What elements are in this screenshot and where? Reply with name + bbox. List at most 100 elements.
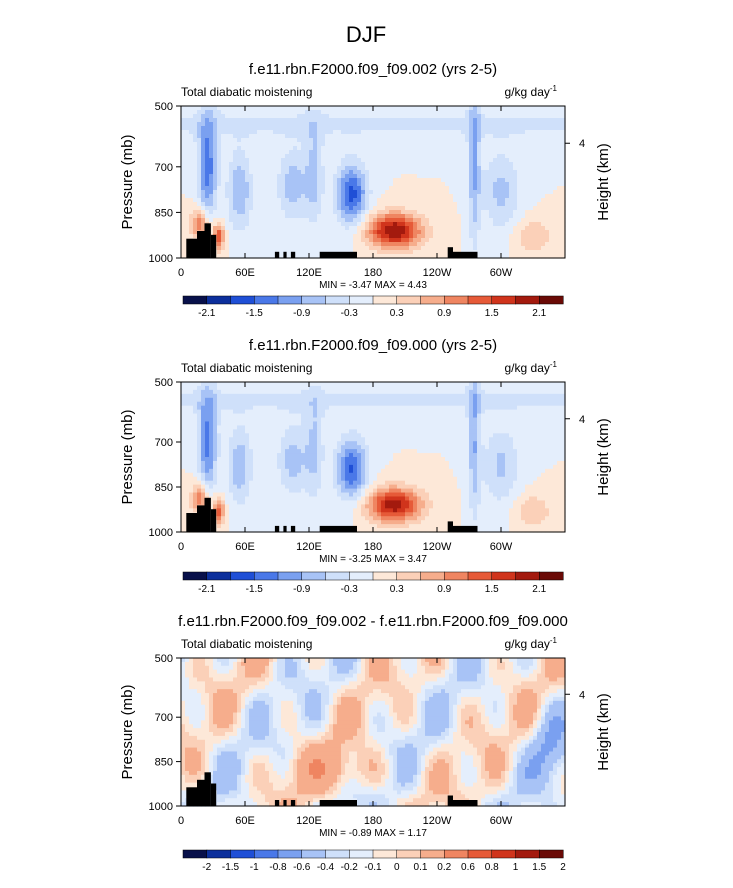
- heatmap-cell: [561, 126, 566, 131]
- heatmap-cell: [201, 170, 206, 175]
- heatmap-cell: [533, 178, 538, 183]
- heatmap-cell: [445, 250, 450, 255]
- heatmap-cell: [317, 118, 322, 123]
- heatmap-cell: [473, 202, 478, 207]
- heatmap-cell: [445, 134, 450, 139]
- heatmap-cell: [461, 146, 466, 151]
- heatmap-cell: [493, 110, 498, 115]
- heatmap-cell: [489, 254, 494, 259]
- heatmap-cell: [225, 130, 230, 135]
- heatmap-cell: [473, 174, 478, 179]
- heatmap-cell: [393, 234, 398, 239]
- heatmap-cell: [281, 441, 286, 446]
- heatmap-cell: [545, 130, 550, 135]
- heatmap-cell: [345, 146, 350, 151]
- heatmap-cell: [285, 425, 290, 430]
- heatmap-cell: [185, 464, 190, 470]
- heatmap-cell: [189, 234, 194, 239]
- heatmap-cell: [429, 110, 434, 115]
- heatmap-cell: [245, 250, 250, 255]
- heatmap-cell: [265, 166, 270, 171]
- heatmap-cell: [549, 226, 554, 231]
- heatmap-cell: [325, 154, 330, 159]
- heatmap-cell: [521, 186, 526, 191]
- heatmap-cell: [241, 449, 246, 454]
- heatmap-cell: [277, 393, 282, 399]
- heatmap-cell: [513, 210, 518, 215]
- heatmap-cell: [233, 524, 238, 529]
- heatmap-cell: [221, 254, 226, 259]
- heatmap-cell: [253, 130, 258, 135]
- heatmap-cell: [309, 516, 314, 521]
- heatmap-cell: [369, 242, 374, 247]
- heatmap-cell: [381, 202, 386, 207]
- heatmap-cell: [301, 437, 306, 442]
- heatmap-cell: [481, 234, 486, 239]
- heatmap-cell: [449, 242, 454, 247]
- heatmap-cell: [521, 190, 526, 195]
- heatmap-cell: [425, 206, 430, 211]
- heatmap-cell: [353, 170, 358, 175]
- heatmap-cell: [409, 126, 414, 131]
- heatmap-cell: [293, 194, 298, 199]
- heatmap-cell: [481, 254, 486, 259]
- heatmap-cell: [561, 106, 566, 111]
- heatmap-cell: [417, 250, 422, 255]
- heatmap-cell: [237, 389, 242, 395]
- heatmap-cell: [245, 214, 250, 219]
- heatmap-cell: [181, 464, 186, 470]
- heatmap-cell: [317, 106, 322, 111]
- heatmap-cell: [309, 138, 314, 143]
- heatmap-cell: [541, 214, 546, 219]
- heatmap-cell: [365, 194, 370, 199]
- heatmap-cell: [497, 194, 502, 199]
- heatmap-cell: [413, 242, 418, 247]
- heatmap-cell: [265, 230, 270, 235]
- heatmap-cell: [473, 166, 478, 171]
- heatmap-cell: [413, 134, 418, 139]
- heatmap-cell: [501, 178, 506, 183]
- heatmap-cell: [189, 389, 194, 395]
- heatmap-cell: [345, 138, 350, 143]
- heatmap-cell: [185, 421, 190, 427]
- heatmap-cell: [201, 142, 206, 147]
- heatmap-cell: [337, 246, 342, 251]
- heatmap-cell: [205, 142, 210, 147]
- heatmap-cell: [181, 520, 186, 525]
- heatmap-cell: [449, 154, 454, 159]
- heatmap-cell: [265, 182, 270, 187]
- heatmap-cell: [325, 126, 330, 131]
- heatmap-cell: [189, 460, 194, 466]
- heatmap-cell: [537, 154, 542, 159]
- heatmap-cell: [501, 230, 506, 235]
- heatmap-cell: [305, 154, 310, 159]
- heatmap-cell: [241, 401, 246, 407]
- heatmap-cell: [393, 238, 398, 243]
- heatmap-cell: [201, 118, 206, 123]
- heatmap-cell: [417, 134, 422, 139]
- heatmap-cell: [541, 238, 546, 243]
- heatmap-cell: [293, 385, 298, 391]
- heatmap-cell: [229, 393, 234, 399]
- heatmap-cell: [337, 230, 342, 235]
- heatmap-cell: [497, 254, 502, 259]
- heatmap-cell: [525, 246, 530, 251]
- heatmap-cell: [433, 234, 438, 239]
- heatmap-cell: [501, 138, 506, 143]
- heatmap-cell: [449, 238, 454, 243]
- heatmap-cell: [273, 106, 278, 111]
- heatmap-cell: [225, 425, 230, 430]
- heatmap-cell: [325, 222, 330, 227]
- heatmap-cell: [285, 453, 290, 458]
- heatmap-cell: [517, 166, 522, 171]
- terrain-mask: [453, 251, 478, 258]
- heatmap-cell: [249, 214, 254, 219]
- heatmap-cell: [417, 214, 422, 219]
- heatmap-cell: [449, 150, 454, 155]
- heatmap-cell: [229, 238, 234, 243]
- heatmap-cell: [181, 198, 186, 203]
- heatmap-cell: [533, 194, 538, 199]
- heatmap-cell: [285, 138, 290, 143]
- heatmap-cell: [433, 242, 438, 247]
- heatmap-cell: [497, 106, 502, 111]
